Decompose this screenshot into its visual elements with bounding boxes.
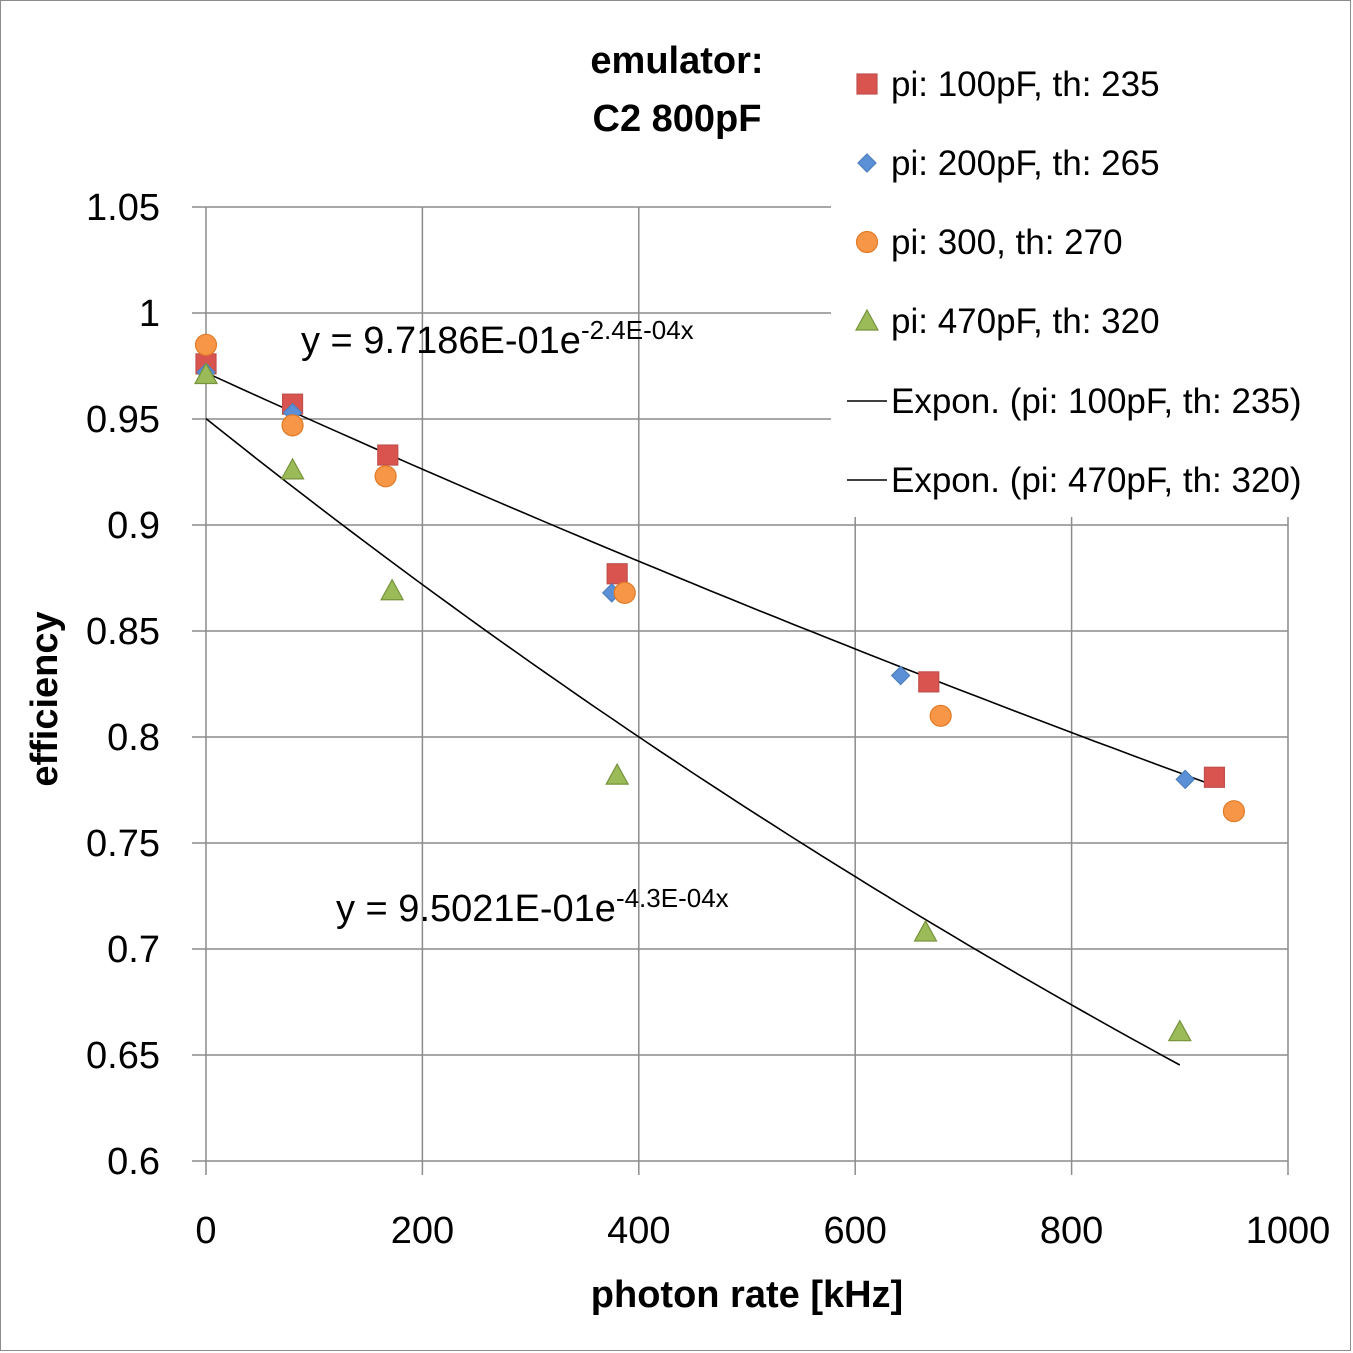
data-point-series-4 [605,762,630,785]
data-point-series-3 [374,465,397,488]
legend-label-series-1: pi: 100pF, th: 235 [891,65,1160,104]
data-point-series-4 [913,919,938,942]
legend-label-series-2: pi: 200pF, th: 265 [891,144,1160,183]
legend-label-trendline-2: Expon. (pi: 470pF, th: 320) [891,461,1302,500]
x-tick-label: 800 [1040,1210,1103,1252]
data-point-series-3 [281,414,304,437]
y-tick-label: 0.8 [107,717,160,759]
data-point-series-1 [377,444,399,466]
legend-symbols [847,73,887,481]
x-tick-label: 0 [195,1210,216,1252]
trendline-equation-1-base: y = 9.7186E-01e [301,320,581,362]
data-points [193,333,1246,1042]
trendline-equation-2-base: y = 9.5021E-01e [336,888,616,930]
data-point-series-4 [280,457,305,480]
data-point-series-4 [193,362,219,385]
y-tick-label: 1.05 [86,187,160,229]
trendline-equation-2-exponent: -4.3E-04x [616,883,729,913]
legend-symbol-series-4 [854,308,880,331]
y-tick-label: 0.9 [107,505,160,547]
data-point-series-2 [1175,769,1196,790]
legend-background [831,41,1341,517]
data-point-series-4 [1167,1019,1192,1042]
trendline-1 [205,371,1215,787]
y-axis-label: efficiency [24,611,66,786]
legend-symbol-series-3 [855,230,879,254]
data-point-series-3 [1222,800,1246,823]
x-axis-label: photon rate [kHz] [591,1274,903,1316]
chart-subtitle: C2 800pF [593,98,762,140]
y-tick-label: 0.85 [86,611,160,653]
y-tick-label: 0.75 [86,823,160,865]
y-tick-label: 0.65 [86,1035,160,1077]
x-tick-label: 600 [823,1210,886,1252]
data-point-series-1 [918,671,940,693]
y-tick-label: 1 [139,293,160,335]
legend: pi: 100pF, th: 235 pi: 200pF, th: 265 pi… [831,41,1341,517]
x-tick-label: 200 [391,1210,454,1252]
trendline-equation-1: y = 9.7186E-01e-2.4E-04x [301,315,694,362]
data-point-series-1 [1203,766,1226,788]
data-point-series-1 [606,563,628,585]
legend-label-trendline-1: Expon. (pi: 100pF, th: 235) [891,382,1302,421]
trendlines [205,371,1215,1066]
legend-label-series-4: pi: 470pF, th: 320 [891,302,1160,341]
legend-label-series-3: pi: 300, th: 270 [891,223,1123,262]
data-point-series-2 [890,665,911,686]
trendline-2 [205,417,1181,1066]
x-tick-label: 400 [607,1210,670,1252]
data-point-series-4 [380,578,405,601]
y-tick-label: 0.6 [107,1141,160,1183]
data-point-series-3 [929,704,952,727]
x-tick-label: 1000 [1246,1210,1331,1252]
y-tick-label: 0.7 [107,929,160,971]
chart-title: emulator: [590,40,763,82]
legend-symbol-series-2 [857,153,877,173]
y-tick-label: 0.95 [86,399,160,441]
data-point-series-3 [194,333,218,356]
trendline-equation-1-exponent: -2.4E-04x [581,315,694,345]
trendline-equation-2: y = 9.5021E-01e-4.3E-04x [336,883,729,930]
tick-labels: 0.6 0.65 0.7 0.75 0.8 0.85 0.9 0.95 1 1.05 0 200 400… [86,187,1330,1252]
legend-symbol-series-1 [856,73,878,95]
data-point-series-3 [613,581,636,604]
